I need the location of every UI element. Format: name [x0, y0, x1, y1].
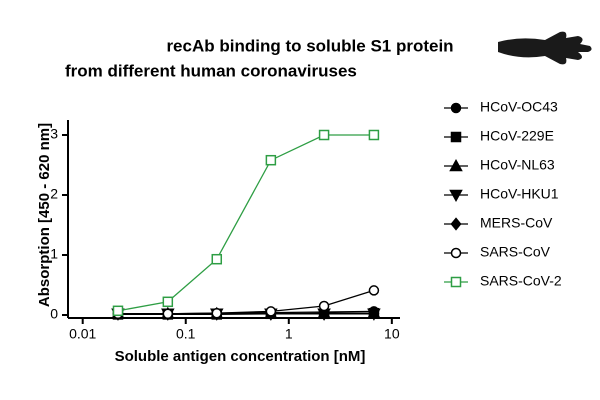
icon [498, 31, 592, 65]
data-point [162, 308, 174, 320]
legend-marker [450, 102, 462, 114]
data-point [112, 305, 124, 317]
legend-label: HCoV-229E [480, 128, 554, 144]
chart-title: from different human coronaviruses [65, 61, 357, 80]
x-tick-label: 1 [285, 326, 293, 342]
series-line [117, 134, 374, 312]
series-line [117, 289, 375, 315]
x-tick-label: 0.1 [176, 326, 196, 342]
data-point [318, 300, 330, 312]
y-axis-label: Absorption [450 - 620 nm] [36, 123, 53, 307]
x-tick-label: 10 [384, 326, 400, 342]
x-axis-label: Soluble antigen concentration [nM] [115, 348, 366, 365]
y-tick-label: 0 [50, 306, 58, 322]
data-point [265, 154, 277, 166]
data-point [318, 307, 330, 321]
data-point [211, 253, 223, 265]
y-tick-label: 1 [50, 246, 58, 262]
data-point [368, 306, 380, 320]
legend-marker [450, 247, 462, 259]
legend-label: SARS-CoV-2 [480, 273, 562, 289]
legend-marker [449, 158, 463, 172]
y-tick-label: 3 [50, 126, 58, 142]
legend-label: HCoV-OC43 [480, 99, 558, 115]
data-point [368, 285, 380, 296]
data-point [318, 129, 330, 141]
legend-label: MERS-CoV [480, 215, 553, 231]
data-point [211, 307, 223, 319]
data-point [265, 306, 277, 317]
chart-title: recAb binding to soluble S1 protein [166, 36, 453, 55]
data-point [368, 129, 380, 141]
legend-label: SARS-CoV [480, 244, 551, 260]
data-point [162, 296, 174, 308]
legend-marker [450, 276, 462, 288]
legend-label: HCoV-HKU1 [480, 186, 559, 202]
legend-marker [449, 189, 463, 203]
legend-marker [450, 131, 462, 143]
legend-label: HCoV-NL63 [480, 157, 555, 173]
y-tick-label: 2 [50, 186, 58, 202]
legend-marker [450, 217, 462, 231]
x-tick-label: 0.01 [69, 326, 96, 342]
